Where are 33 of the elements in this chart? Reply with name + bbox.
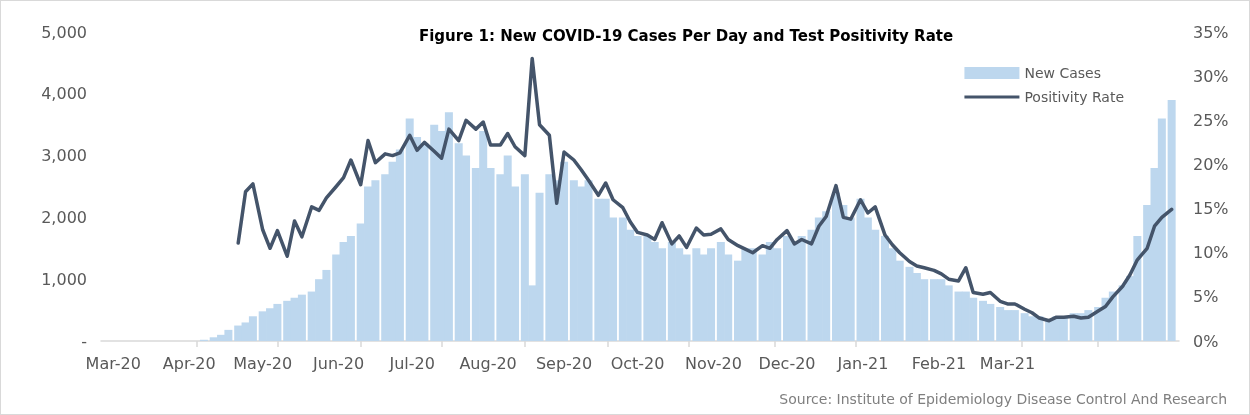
bar xyxy=(1167,99,1176,341)
x-tick-label: Nov-20 xyxy=(685,353,742,373)
y2-tick-label: 30% xyxy=(1193,66,1229,86)
x-tick-label: Jun-20 xyxy=(312,353,365,373)
legend-label: New Cases xyxy=(1024,65,1101,81)
y2-tick-label: 5% xyxy=(1193,287,1219,307)
y2-tick-label: 0% xyxy=(1193,331,1219,351)
x-tick-label: Mar-21 xyxy=(979,353,1036,373)
y-tick-label: 4,000 xyxy=(41,84,87,104)
y-tick-label: - xyxy=(81,331,87,351)
x-tick-label: Oct-20 xyxy=(610,353,665,373)
chart-title: Figure 1: New COVID-19 Cases Per Day and Test Positivity Rate xyxy=(418,26,954,45)
legend-label: Positivity Rate xyxy=(1024,89,1125,105)
x-tick-label: Jan-21 xyxy=(836,353,889,373)
y-tick-label: 1,000 xyxy=(41,269,87,289)
source-note: Source: Institute of Epidemiology Disease Control And Research xyxy=(779,391,1227,407)
y-tick-label: 3,000 xyxy=(41,146,87,166)
y2-tick-label: 25% xyxy=(1193,110,1229,130)
line-series xyxy=(236,56,1174,323)
y2-tick-label: 15% xyxy=(1193,199,1229,219)
y2-tick-label: 20% xyxy=(1193,154,1229,174)
x-tick-label: Dec-20 xyxy=(758,353,816,373)
x-tick-label: Jul-20 xyxy=(388,353,435,373)
x-tick-label: Aug-20 xyxy=(459,353,517,373)
y2-tick-label: 10% xyxy=(1193,243,1229,263)
x-tick-label: Sep-20 xyxy=(535,353,593,373)
x-tick-label: Apr-20 xyxy=(162,353,216,373)
x-tick-label: Mar-20 xyxy=(85,353,141,373)
y-tick-label: 5,000 xyxy=(41,22,87,42)
y2-tick-label: 35% xyxy=(1193,22,1229,42)
y-tick-label: 2,000 xyxy=(41,207,87,227)
x-tick-label: May-20 xyxy=(233,353,293,373)
x-tick-label: Feb-21 xyxy=(911,353,967,373)
